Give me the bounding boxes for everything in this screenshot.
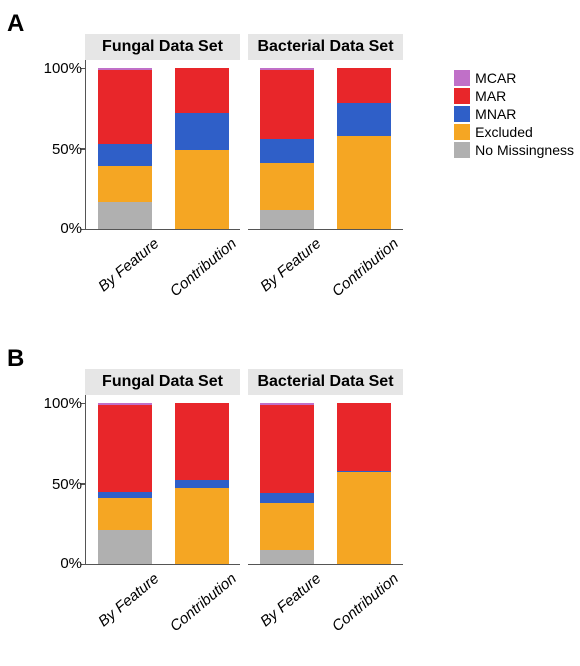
bar-segment-MAR [175,68,229,113]
xtick-contribution: Contribution [167,235,240,300]
swatch-nomissingness [454,142,470,158]
bar-segment-NoMissingness [98,530,152,564]
subplot-title: Bacterial Data Set [248,369,403,395]
bar-segment-Excluded [98,498,152,530]
subplot-title: Bacterial Data Set [248,34,403,60]
swatch-mnar [454,106,470,122]
bar-segment-MAR [337,403,391,471]
bar-segment-Excluded [175,488,229,564]
subplot-title: Fungal Data Set [85,34,240,60]
bar-segment-Excluded [337,136,391,229]
subplot-A-fungal: Fungal Data Set 0% 50% 100% By Feature C… [85,34,240,230]
bar-segment-Excluded [98,166,152,201]
bar-segment-MAR [260,70,314,139]
bar-by-feature [260,68,314,229]
xtick-contribution: Contribution [167,570,240,635]
legend-item-excluded: Excluded [454,124,574,140]
bar-segment-MNAR [175,113,229,150]
panel-label-B: B [7,345,24,373]
bar-by-feature [98,403,152,564]
bars [86,68,240,229]
bar-by-feature [98,68,152,229]
bar-segment-MAR [98,70,152,144]
ytick-100: 100% [34,395,82,412]
bar-segment-MAR [175,403,229,480]
legend-item-mar: MAR [454,88,574,104]
bar-segment-MAR [98,405,152,492]
bar-segment-Excluded [337,472,391,564]
xtick-by-feature: By Feature [95,570,162,630]
xtick-by-feature: By Feature [258,235,325,295]
bar-segment-Excluded [260,503,314,550]
bar-contribution [175,403,229,564]
bars [248,403,403,564]
figure: A Fungal Data Set 0% 50% 100% By Feature… [0,0,580,666]
bar-segment-MNAR [337,103,391,135]
ytick-0: 0% [34,220,82,237]
panel-B: B Fungal Data Set 0% 50% 100% By Feature… [0,345,580,665]
subplot-B-fungal: Fungal Data Set 0% 50% 100% By Feature C… [85,369,240,565]
legend-label: Excluded [475,124,533,140]
bar-segment-NoMissingness [260,550,314,564]
plot-area: 0% 50% 100% By Feature Contribution [85,60,240,230]
xtick-contribution: Contribution [329,235,402,300]
bar-segment-NoMissingness [98,202,152,229]
xtick-contribution: Contribution [329,570,402,635]
legend-label: No Missingness [475,142,574,158]
legend: MCAR MAR MNAR Excluded No Missingness [454,70,574,160]
bar-segment-NoMissingness [260,210,314,229]
ytick-50: 50% [34,476,82,493]
subplot-title: Fungal Data Set [85,369,240,395]
bar-segment-MNAR [98,144,152,167]
bar-segment-Excluded [175,150,229,229]
legend-label: MAR [475,88,506,104]
legend-label: MNAR [475,106,516,122]
bar-by-feature [260,403,314,564]
bar-segment-MNAR [175,480,229,488]
xtick-by-feature: By Feature [258,570,325,630]
legend-item-mnar: MNAR [454,106,574,122]
swatch-mcar [454,70,470,86]
plot-area: By Feature Contribution [248,395,403,565]
ytick-50: 50% [34,141,82,158]
legend-item-nomissingness: No Missingness [454,142,574,158]
bar-contribution [337,68,391,229]
panel-label-A: A [7,10,24,38]
bar-segment-MNAR [260,139,314,163]
bars [86,403,240,564]
bar-contribution [337,403,391,564]
bars [248,68,403,229]
ytick-0: 0% [34,555,82,572]
bar-segment-MAR [337,68,391,103]
subplot-A-bacterial: Bacterial Data Set By Feature Contributi… [248,34,403,230]
legend-item-mcar: MCAR [454,70,574,86]
swatch-mar [454,88,470,104]
plot-area: 0% 50% 100% By Feature Contribution [85,395,240,565]
swatch-excluded [454,124,470,140]
subplot-B-bacterial: Bacterial Data Set By Feature Contributi… [248,369,403,565]
ytick-100: 100% [34,60,82,77]
legend-label: MCAR [475,70,516,86]
xtick-by-feature: By Feature [95,235,162,295]
bar-segment-MNAR [260,493,314,503]
plot-area: By Feature Contribution [248,60,403,230]
panel-A: A Fungal Data Set 0% 50% 100% By Feature… [0,10,580,330]
bar-segment-Excluded [260,163,314,210]
bar-segment-MAR [260,405,314,494]
bar-contribution [175,68,229,229]
